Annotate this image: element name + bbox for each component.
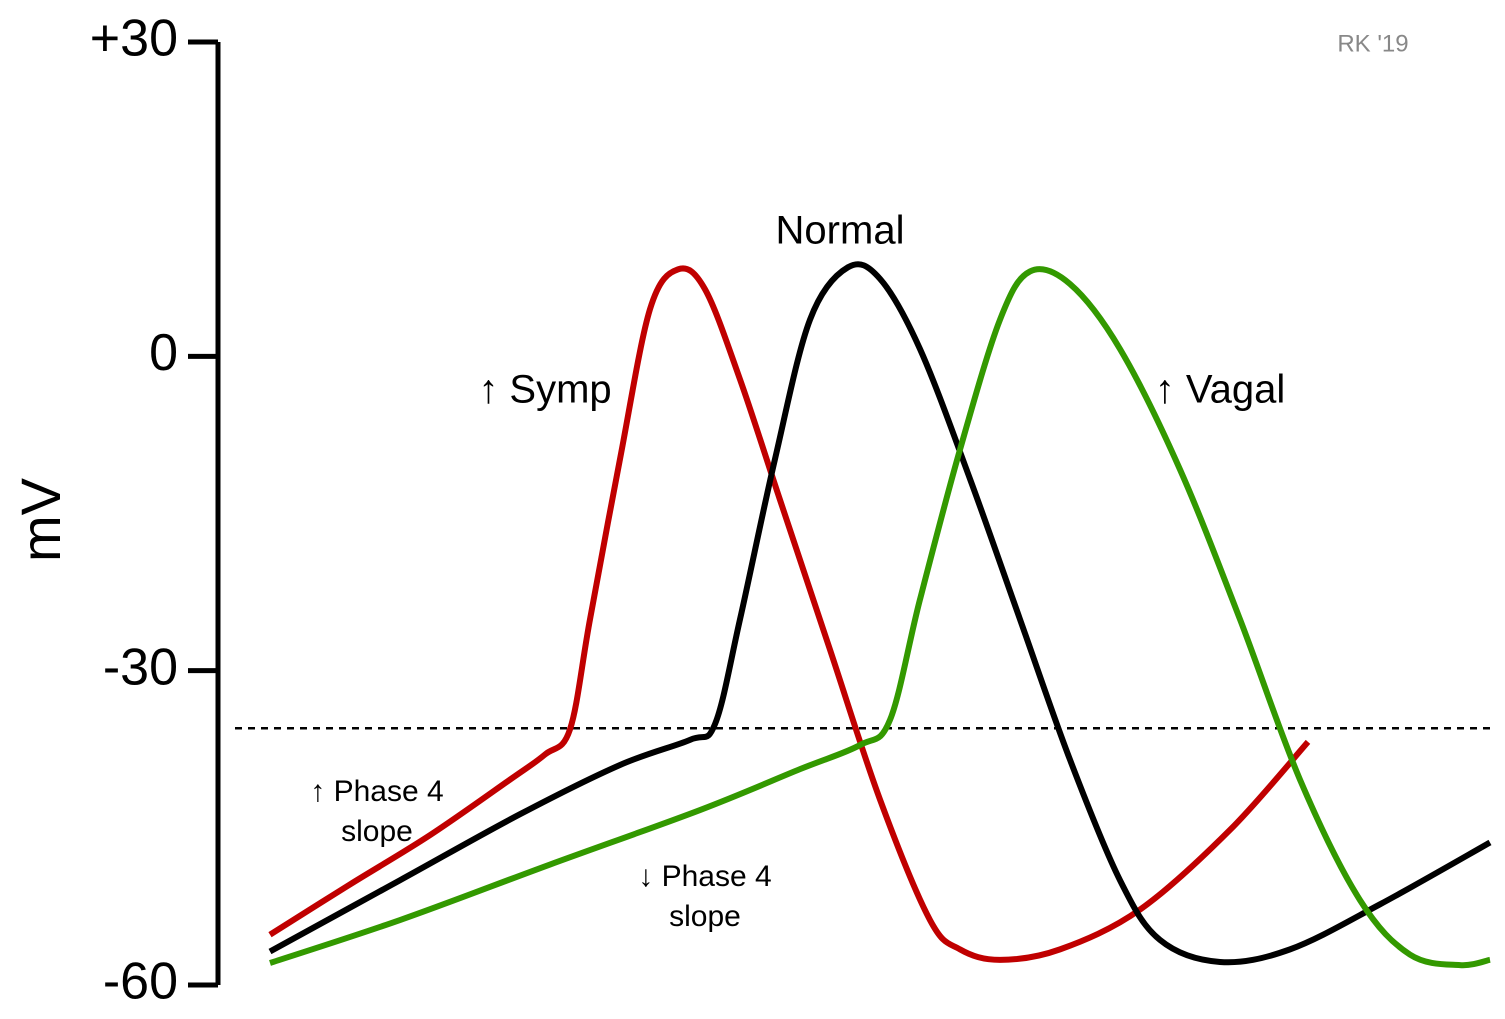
series-label: Normal — [776, 209, 905, 253]
annotation: slope — [669, 900, 741, 933]
y-tick-label: 0 — [149, 324, 178, 382]
series-line — [268, 265, 1311, 963]
annotation: ↑ Phase 4 — [310, 775, 443, 808]
annotation: ↓ Phase 4 — [638, 860, 771, 893]
y-tick-label: -30 — [103, 638, 178, 696]
series-line — [269, 266, 1491, 969]
series-label: ↑ Vagal — [1155, 368, 1285, 412]
credit: RK '19 — [1337, 30, 1408, 57]
series-label: ↑ Symp — [478, 368, 611, 412]
annotation: slope — [341, 815, 413, 848]
series-line — [268, 261, 1492, 966]
y-tick-label: +30 — [90, 10, 178, 68]
y-tick-label: -60 — [103, 953, 178, 1011]
y-axis-label: mV — [9, 477, 72, 562]
